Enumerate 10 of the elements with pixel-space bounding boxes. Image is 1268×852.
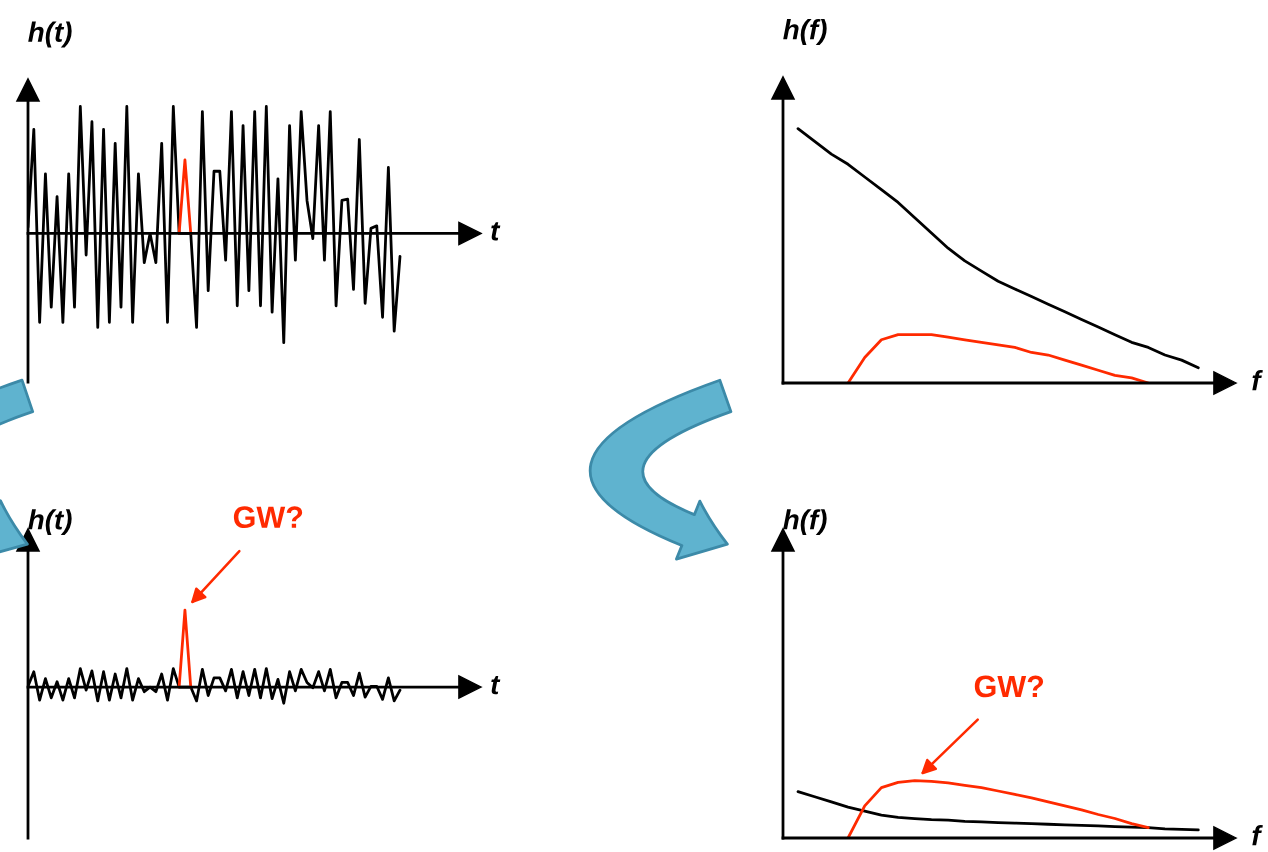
x-axis-title: t — [491, 675, 501, 695]
x-axis-title: t — [491, 222, 501, 241]
text: GW? — [974, 675, 1044, 698]
y-axis-title: h(t) — [28, 509, 72, 536]
text: GW? — [233, 506, 303, 528]
x-axis-title: f — [1252, 825, 1263, 846]
x-axis-title: f — [1252, 370, 1263, 391]
y-axis-title: h(t) — [28, 21, 72, 48]
y-axis-title: h(f) — [783, 509, 827, 536]
y-axis-title: h(f) — [783, 19, 827, 45]
